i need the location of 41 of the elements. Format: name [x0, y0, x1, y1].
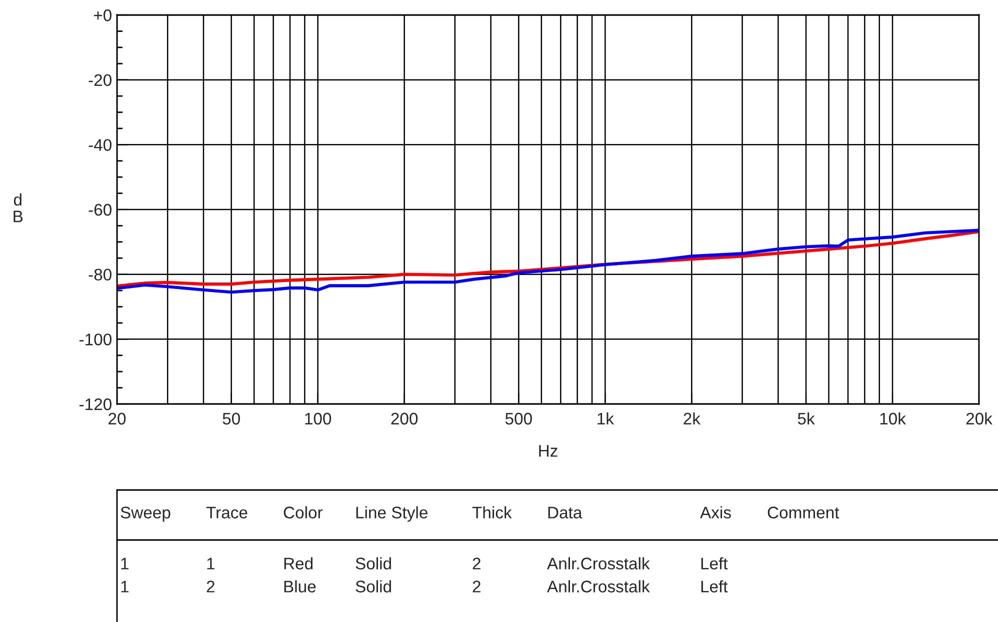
text: Comment [768, 506, 840, 518]
y-tick-label: -60 [88, 204, 112, 216]
text: 1 [121, 580, 128, 592]
x-axis-title: Hz [539, 445, 558, 457]
x-tick-label: 500 [505, 412, 532, 425]
text: 2 [472, 558, 480, 570]
text: Anlr.Crosstalk [547, 580, 650, 592]
y-tick-label: -40 [88, 139, 112, 151]
y-tick-label: -100 [80, 334, 112, 346]
text: Data [548, 506, 582, 518]
y-tick-label: -20 [88, 74, 112, 86]
y-tick-label: -120 [80, 398, 112, 410]
text: 1 [207, 558, 214, 570]
x-tick-label: 1k [598, 412, 614, 424]
text: 1 [121, 558, 128, 570]
text: Anlr.Crosstalk [547, 557, 650, 570]
x-tick-label: 5k [798, 412, 815, 425]
x-tick-label: 20k [966, 412, 992, 425]
text: 2 [472, 580, 480, 592]
x-tick-label: 50 [222, 412, 240, 425]
x-tick-label: 20 [108, 412, 126, 425]
x-tick-label: 100 [305, 412, 332, 425]
text: Thick [472, 506, 512, 518]
text: Line Style [356, 506, 428, 522]
text: Solid [356, 580, 391, 592]
text: Left [701, 557, 728, 570]
text: Red [284, 557, 312, 570]
y-tick-label: -80 [88, 268, 112, 281]
text: Blue [284, 580, 316, 592]
x-tick-label: 2k [684, 412, 700, 424]
text: Left [701, 580, 728, 592]
text: Axis [700, 506, 731, 518]
text: Color [284, 506, 323, 518]
y-axis-title: dB [14, 193, 23, 222]
x-tick-label: 10k [880, 412, 906, 425]
text: Sweep [120, 506, 170, 522]
y-tick-label: +0 [94, 9, 112, 22]
x-tick-label: 200 [391, 412, 418, 425]
text: 2 [206, 580, 214, 592]
text: Solid [356, 557, 391, 570]
text: Trace [206, 506, 248, 518]
